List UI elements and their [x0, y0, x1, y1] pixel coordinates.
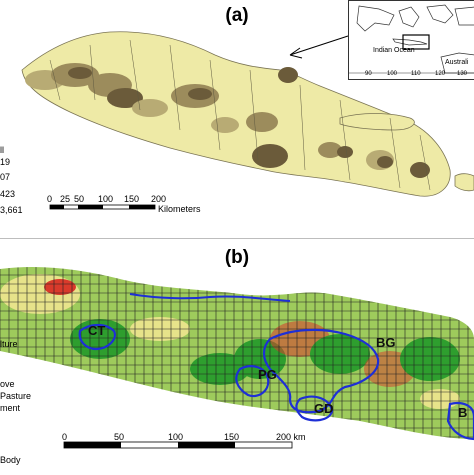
- scale-tick: 100: [98, 194, 114, 204]
- panel-a-label: (a): [225, 5, 249, 26]
- inset-ocean-label: Indian Ocean: [373, 47, 415, 54]
- scale-tick: 25: [60, 194, 71, 204]
- scale-tick: 50: [74, 194, 85, 204]
- panel-a-elevation-map: (a) ll 19 07 423 3,661 0 25 50 100 150 2…: [0, 0, 474, 233]
- legend-item: 423: [0, 189, 16, 199]
- rivers: [49, 39, 431, 191]
- site-label-b: B: [458, 405, 468, 420]
- inset-australia: [440, 52, 474, 74]
- scale-tick: 100: [168, 432, 184, 442]
- site-label-ct: CT: [88, 323, 106, 338]
- inset-landmass: [356, 4, 474, 32]
- inset-region-label: Australi: [445, 59, 469, 66]
- inset-highlight-box: [402, 34, 430, 50]
- inset-lon-tick: 90: [365, 71, 372, 77]
- legend-item: 3,661: [0, 205, 23, 215]
- inset-svg: [349, 4, 474, 74]
- site-label-bg: BG: [376, 335, 396, 350]
- panel-b-label: (b): [224, 247, 250, 268]
- scale-tick: 200 km: [276, 432, 306, 442]
- scale-tick: 0: [47, 194, 53, 204]
- pg-boundary: [235, 365, 270, 398]
- landuse-grid-map: [0, 267, 474, 449]
- legend-item: ment: [0, 403, 21, 413]
- pointer-arrow: [289, 35, 349, 59]
- scale-unit: Kilometers: [158, 204, 201, 214]
- inset-java-strip: [392, 38, 428, 46]
- legend-item: Pasture: [0, 391, 32, 401]
- scale-bar-b: [63, 441, 293, 449]
- scale-tick: 150: [124, 194, 140, 204]
- legend-item: 19: [0, 157, 11, 167]
- scale-tick: 0: [62, 432, 68, 442]
- scale-bar: [49, 204, 156, 210]
- java-elevation-map: [21, 31, 474, 210]
- legend-item: ll: [0, 145, 4, 155]
- north-coast-water: [129, 293, 291, 302]
- scale-tick: 150: [224, 432, 240, 442]
- panel-b-landuse-map: (b) lture ove Pasture ment Body CT PG GD…: [0, 238, 474, 475]
- ct-boundary: [78, 323, 116, 351]
- relief-shading: [25, 63, 430, 178]
- legend-item: 07: [0, 172, 11, 182]
- inset-lon-tick: 110: [411, 71, 421, 77]
- legend-item: Body: [0, 455, 21, 465]
- inset-lon-tick: 100: [387, 71, 398, 77]
- locator-inset-map: Indian Ocean Australi 90 100 110 120 130: [348, 0, 474, 80]
- scale-tick: 200: [151, 194, 167, 204]
- inset-lon-tick: 130: [457, 71, 468, 77]
- legend-item: lture: [0, 339, 18, 349]
- site-label-gd: GD: [314, 401, 334, 416]
- inset-lon-tick: 120: [435, 71, 446, 77]
- site-label-pg: PG: [258, 367, 277, 382]
- madura-island: [339, 113, 415, 131]
- bali-island: [454, 173, 474, 192]
- b-boundary: [446, 401, 474, 441]
- gd-boundary: [295, 395, 334, 422]
- bg-boundary: [262, 328, 380, 414]
- scale-tick: 50: [114, 432, 125, 442]
- legend-item: ove: [0, 379, 15, 389]
